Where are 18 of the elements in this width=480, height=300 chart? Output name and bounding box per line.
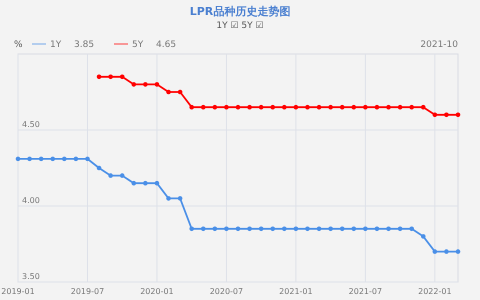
text: 3.85 <box>74 40 94 50</box>
chart-subtitle: 1Y ☑ 5Y ☑ <box>216 21 264 31</box>
x-tick-label: 2019-01 <box>1 287 35 296</box>
x-tick-label: 2020-01 <box>140 287 174 296</box>
y-tick-label: 3.50 <box>22 272 40 281</box>
x-tick-label: 2021-07 <box>348 287 382 296</box>
chart-title: LPR品种历史走势图 <box>190 5 290 18</box>
y-tick-label: 4.50 <box>22 120 40 129</box>
x-tick-label: 2022-01 <box>418 287 452 296</box>
y-tick-label: 4.00 <box>22 196 40 205</box>
x-tick-label: 2021-01 <box>279 287 313 296</box>
legend-label: 1Y <box>50 40 62 50</box>
y-axis-title: % <box>14 40 23 50</box>
x-tick-label: 2019-07 <box>70 287 104 296</box>
text: 2021-10 <box>420 40 458 50</box>
legend-label: 5Y <box>132 40 144 50</box>
x-tick-label: 2020-07 <box>210 287 244 296</box>
text: 4.65 <box>156 40 176 50</box>
